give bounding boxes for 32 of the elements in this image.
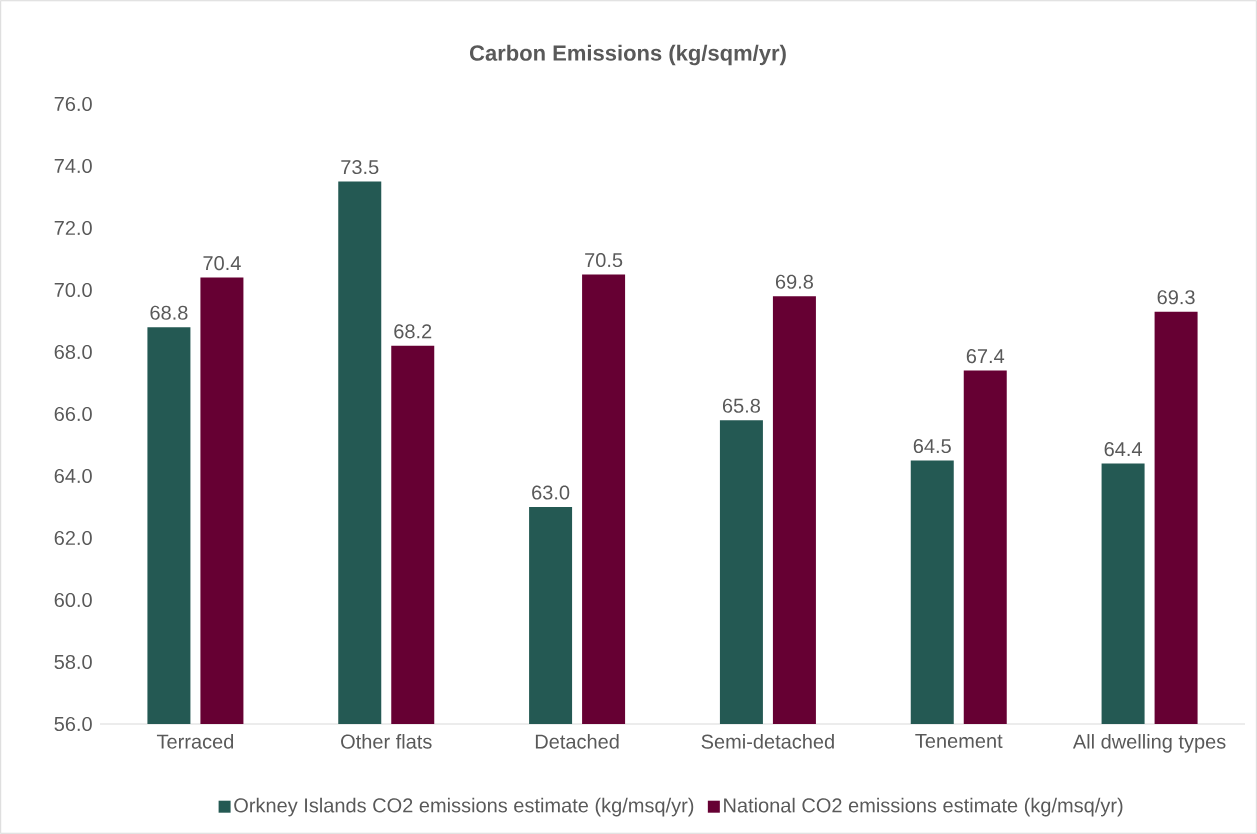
x-tick-label: Detached [535, 734, 619, 749]
y-tick-label: 56.0 [54, 716, 92, 732]
data-label: 69.8 [775, 274, 813, 289]
y-tick-label: 60.0 [54, 592, 92, 608]
data-label: 68.2 [394, 324, 432, 339]
data-label: 65.8 [722, 398, 760, 413]
data-label: 70.4 [203, 256, 241, 271]
chart-title: Carbon Emissions (kg/sqm/yr) [469, 44, 786, 66]
y-tick-label: 64.0 [54, 468, 92, 484]
y-tick-label: 66.0 [54, 406, 92, 422]
y-tick-label: 70.0 [54, 282, 92, 298]
data-label: 73.5 [341, 159, 379, 175]
x-tick-label: All dwelling types [1072, 734, 1226, 753]
y-tick-label: 72.0 [54, 220, 92, 236]
x-tick-label: Tenement [915, 734, 1003, 748]
x-tick-label: Semi-detached [701, 734, 834, 749]
data-label: 63.0 [532, 485, 570, 500]
y-tick-label: 58.0 [54, 654, 92, 670]
legend-label: Orkney Islands CO2 emissions estimate (kg/msq/yr) [234, 797, 694, 817]
y-tick-label: 74.0 [54, 158, 92, 174]
x-tick-label: Other flats [341, 734, 432, 749]
data-label: 67.4 [966, 349, 1005, 364]
data-label: 64.4 [1104, 442, 1142, 457]
y-tick-label: 76.0 [54, 96, 92, 112]
y-tick-label: 68.0 [54, 344, 92, 360]
data-label: 69.3 [1157, 290, 1195, 305]
y-tick-label: 62.0 [54, 530, 92, 546]
x-tick-label: Terraced [156, 734, 234, 749]
data-label: 68.8 [150, 305, 188, 320]
data-label: 64.5 [913, 438, 951, 454]
data-label: 70.5 [585, 252, 623, 268]
legend-label: National CO2 emissions estimate (kg/msq/yr) [724, 797, 1123, 817]
